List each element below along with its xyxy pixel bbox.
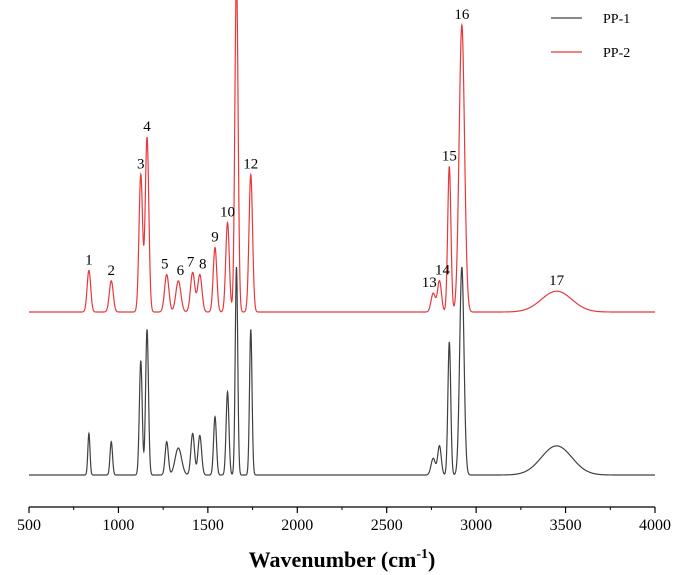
x-axis: 500 1000 1500 2000 2500 3000 3500 4000 bbox=[17, 506, 671, 534]
x-axis-title: Wavenumber (cm-1) bbox=[249, 547, 436, 572]
legend-label-pp-2: PP-2 bbox=[603, 46, 630, 61]
peak-label-12: 12 bbox=[243, 157, 258, 173]
peak-label-4: 4 bbox=[143, 119, 151, 135]
peak-label-16: 16 bbox=[454, 7, 470, 23]
x-axis-title-close: ) bbox=[428, 547, 435, 572]
peak-label-14: 14 bbox=[435, 263, 451, 279]
series-line-pp-1 bbox=[29, 266, 655, 476]
legend: PP-1 PP-2 bbox=[551, 12, 630, 61]
peak-label-9: 9 bbox=[211, 230, 219, 246]
series-layer bbox=[29, 0, 655, 476]
x-tick-label: 1500 bbox=[192, 517, 224, 534]
series-line-pp-2 bbox=[29, 0, 655, 313]
peak-label-8: 8 bbox=[199, 256, 207, 272]
peak-label-5: 5 bbox=[161, 257, 169, 273]
x-tick-label: 2500 bbox=[371, 517, 403, 534]
peak-label-2: 2 bbox=[108, 263, 116, 279]
peak-label-13: 13 bbox=[422, 275, 437, 291]
x-tick-label: 3000 bbox=[460, 517, 492, 534]
peak-label-6: 6 bbox=[177, 263, 185, 279]
x-tick-label: 1000 bbox=[102, 517, 134, 534]
peak-label-7: 7 bbox=[187, 254, 195, 270]
peak-label-15: 15 bbox=[442, 148, 457, 164]
x-tick-label: 4000 bbox=[639, 517, 671, 534]
peak-label-10: 10 bbox=[220, 205, 235, 221]
peak-label-3: 3 bbox=[137, 156, 145, 172]
x-axis-title-superscript: -1 bbox=[416, 547, 428, 562]
x-tick-label: 500 bbox=[17, 517, 41, 534]
peak-labels: 1234567891011121314151617 bbox=[85, 7, 565, 291]
peak-label-17: 17 bbox=[549, 273, 565, 289]
legend-label-pp-1: PP-1 bbox=[603, 12, 630, 27]
x-axis-title-main: Wavenumber (cm bbox=[249, 547, 417, 572]
x-tick-label: 2000 bbox=[281, 517, 313, 534]
x-tick-label: 3500 bbox=[550, 517, 582, 534]
peak-label-1: 1 bbox=[85, 252, 93, 268]
